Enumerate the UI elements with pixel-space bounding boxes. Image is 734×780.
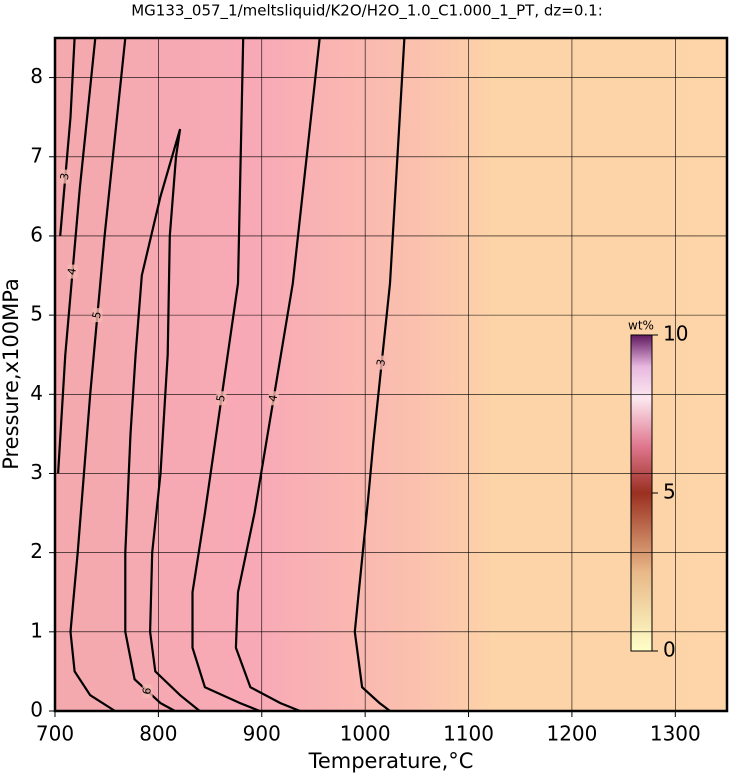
contour-line — [191, 37, 261, 713]
contour-label: 3 — [374, 358, 388, 367]
colorbar-tick-label: 0 — [663, 638, 676, 662]
x-tick-label: 1000 — [340, 722, 391, 746]
y-axis-label: Pressure,x100MPa — [0, 278, 23, 470]
contour-label-bg — [142, 684, 153, 699]
y-tick-label: 6 — [30, 222, 43, 246]
y-tick-label: 2 — [30, 539, 43, 563]
contour-label: 4 — [266, 394, 280, 403]
contour-label: 4 — [65, 267, 79, 276]
contour-label-bg — [92, 308, 103, 323]
colorbar-tick-label: 5 — [663, 480, 676, 504]
y-tick-label: 7 — [30, 143, 43, 167]
y-tick-label: 4 — [30, 381, 43, 405]
plot-background — [55, 38, 727, 711]
y-tick-label: 0 — [30, 698, 43, 722]
contour-line — [234, 37, 321, 713]
chart-title: MG133_057_1/meltsliquid/K2O/H2O_1.0_C1.0… — [131, 2, 603, 21]
y-tick-label: 5 — [30, 302, 43, 326]
plot-frame — [53, 36, 729, 713]
contour-label: 6 — [140, 687, 154, 696]
contour-line — [59, 37, 76, 236]
contour-label: 5 — [214, 394, 228, 403]
y-tick-label: 1 — [30, 618, 43, 642]
contour-label-bg — [216, 391, 227, 406]
contour-label-bg — [376, 355, 387, 370]
y-tick-label: 8 — [30, 64, 43, 88]
contour-line — [353, 37, 406, 712]
x-tick-label: 1100 — [443, 722, 494, 746]
colorbar — [630, 334, 653, 652]
x-tick-label: 700 — [36, 722, 74, 746]
contour-label-bg — [60, 169, 71, 184]
contour-label: 3 — [58, 172, 72, 181]
colorbar-tick-label: 10 — [663, 322, 688, 346]
y-tick-label: 3 — [30, 460, 43, 484]
x-axis-label: Temperature,°C — [308, 749, 474, 773]
contour-label: 5 — [90, 310, 104, 319]
colorbar-label: wt% — [628, 319, 654, 333]
x-tick-label: 1300 — [650, 722, 701, 746]
x-tick-label: 800 — [139, 722, 177, 746]
x-tick-label: 1200 — [546, 722, 597, 746]
x-tick-label: 900 — [243, 722, 281, 746]
contour-line — [69, 37, 127, 712]
contour-label-bg — [67, 264, 78, 279]
contour-label-bg — [268, 391, 279, 406]
contour-line — [124, 128, 201, 712]
